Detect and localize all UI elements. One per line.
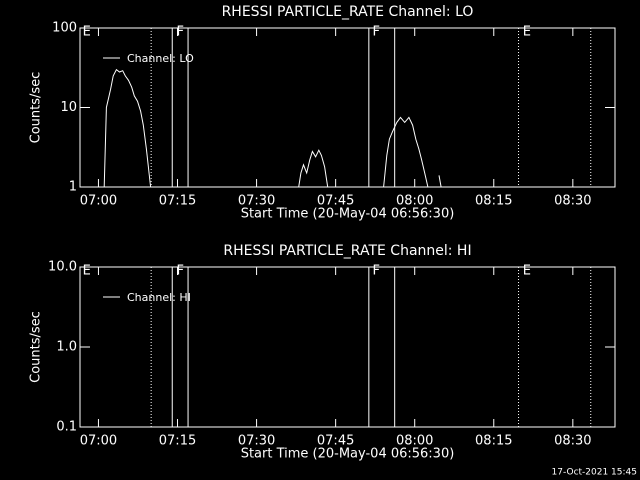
y-tick-label: 0.1 [56,420,77,435]
x-tick-label: 07:30 [238,194,275,209]
x-axis-label: Start Time (20-May-04 06:56:30) [241,207,455,222]
y-tick-label: 10 [60,100,77,115]
x-tick-label: 08:30 [554,194,591,209]
x-tick-label: 08:15 [475,194,512,209]
flag-label: E [523,264,531,279]
y-axis-label: Counts/sec [29,311,44,383]
y-tick-label: 10.0 [48,260,77,275]
timestamp: 17-Oct-2021 15:45 [552,468,637,478]
x-tick-label: 08:00 [396,434,433,449]
y-axis-label: Counts/sec [29,72,44,144]
flag-label: F [176,264,183,279]
flag-label: F [176,25,183,40]
y-tick-label: 1.0 [56,340,77,355]
y-tick-label: 100 [52,21,77,36]
x-tick-label: 08:00 [396,194,433,209]
x-tick-label: 07:30 [238,434,275,449]
chart-title: RHESSI PARTICLE_RATE Channel: LO [222,4,474,20]
legend-label: Channel: LO [127,52,194,65]
flag-label: E [523,25,531,40]
flag-label: E [83,264,91,279]
x-tick-label: 07:15 [159,434,196,449]
x-tick-label: 07:00 [80,194,117,209]
x-tick-label: 08:30 [554,434,591,449]
chart-title: RHESSI PARTICLE_RATE Channel: HI [223,243,471,259]
x-tick-label: 07:45 [317,194,354,209]
legend-label: Channel: HI [127,291,191,304]
data-line [103,68,442,188]
y-tick-label: 1 [69,180,77,195]
x-axis-label: Start Time (20-May-04 06:56:30) [241,447,455,462]
flag-label: F [373,264,380,279]
flag-label: E [83,25,91,40]
flag-label: F [373,25,380,40]
x-tick-label: 08:15 [475,434,512,449]
x-tick-label: 07:45 [317,434,354,449]
x-tick-label: 07:00 [80,434,117,449]
x-tick-label: 07:15 [159,194,196,209]
